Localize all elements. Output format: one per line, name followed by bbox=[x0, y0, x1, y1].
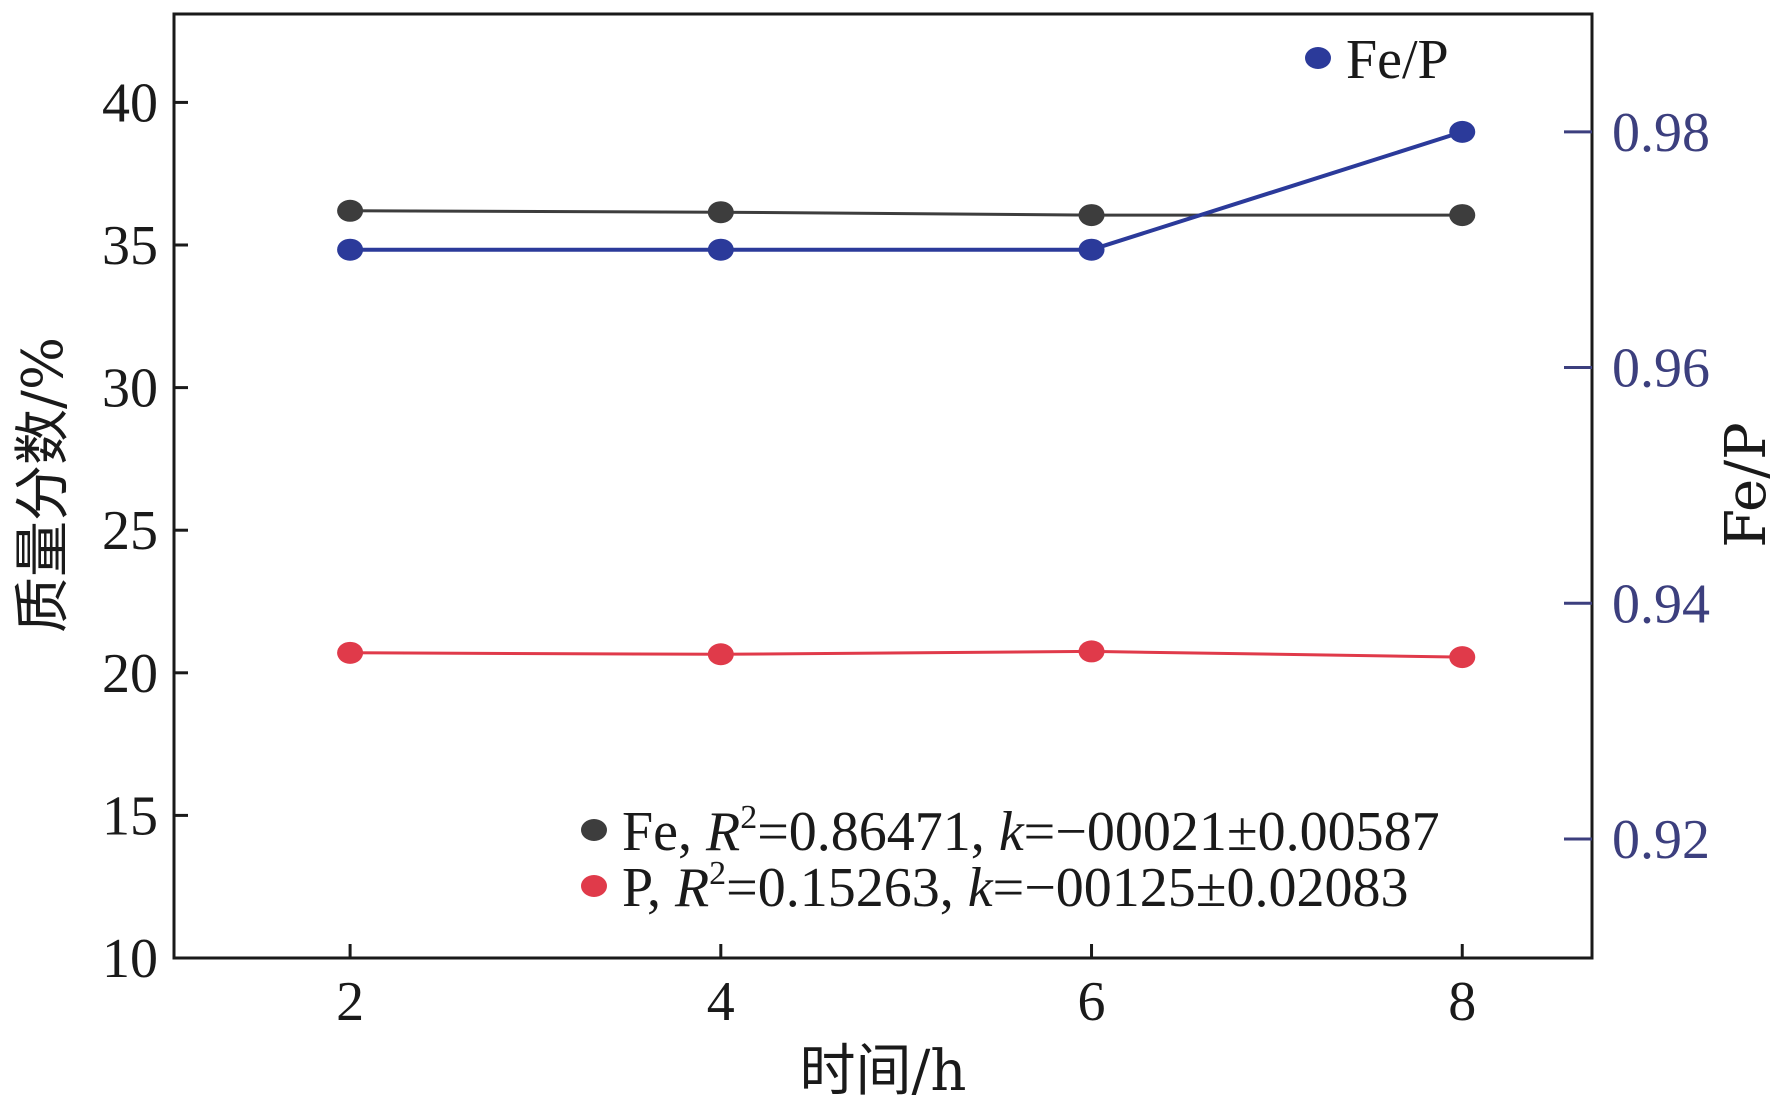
series-point-fe-p-0 bbox=[337, 238, 364, 261]
y2-tick-label-0: 0.92 bbox=[1612, 809, 1710, 871]
y2-axis-title: Fe/P bbox=[1714, 422, 1779, 547]
series-point-fe-p-3 bbox=[1449, 120, 1476, 143]
series-point-fe-p-1 bbox=[707, 238, 734, 261]
series-point-p-3 bbox=[1449, 646, 1476, 669]
y2-tick-label-1: 0.94 bbox=[1612, 573, 1710, 635]
y-tick-label-3: 25 bbox=[102, 500, 158, 562]
legend-p-r-value: =0.15263, bbox=[726, 857, 968, 919]
y-axis-title: 质量分数/% bbox=[11, 337, 76, 633]
series-line-fe-p bbox=[350, 129, 1463, 252]
series-point-fe-3 bbox=[1449, 204, 1476, 227]
series-point-p-1 bbox=[707, 643, 734, 666]
legend-p-r: R bbox=[674, 857, 709, 919]
series-line-p bbox=[350, 649, 1463, 659]
series-point-p-0 bbox=[337, 641, 364, 664]
x-axis-ticks: 2 4 6 8 bbox=[336, 944, 1476, 1033]
y-tick-label-1: 15 bbox=[102, 785, 158, 847]
legend-p-r-sup: 2 bbox=[709, 855, 726, 892]
series-point-fe-2 bbox=[1078, 204, 1105, 227]
legend-fe-k: k bbox=[999, 801, 1025, 863]
series-point-fe-0 bbox=[337, 199, 364, 222]
legend-p-k: k bbox=[968, 857, 994, 919]
right-axis-ticks: 0.92 0.94 0.96 0.98 bbox=[1564, 102, 1710, 871]
y-tick-label-4: 30 bbox=[102, 358, 158, 420]
legend-marker-fe-p bbox=[1305, 47, 1331, 69]
series-point-p-2 bbox=[1078, 640, 1105, 663]
legend-p: P, R2=0.15263, k=−00125±0.02083 bbox=[581, 855, 1409, 919]
y-tick-label-0: 10 bbox=[102, 928, 158, 990]
x-tick-label-2: 6 bbox=[1078, 971, 1106, 1033]
x-tick-label-1: 4 bbox=[707, 971, 735, 1033]
legend-p-prefix: P, bbox=[622, 857, 675, 919]
legend-fe: Fe, R2=0.86471, k=−00021±0.00587 bbox=[581, 799, 1440, 863]
x-axis-title: 时间/h bbox=[800, 1039, 967, 1104]
legend-label-fe-p: Fe/P bbox=[1346, 29, 1449, 91]
y2-tick-label-3: 0.98 bbox=[1612, 102, 1710, 164]
legend-fe-r-value: =0.86471, bbox=[757, 801, 999, 863]
legend-p-k-value: =−00125±0.02083 bbox=[993, 857, 1409, 919]
plot-frame bbox=[172, 12, 1594, 960]
y2-tick-label-2: 0.96 bbox=[1612, 338, 1710, 400]
legend-label-p: P, R2=0.15263, k=−00125±0.02083 bbox=[622, 855, 1409, 919]
x-tick-label-3: 8 bbox=[1448, 971, 1476, 1033]
legend-label-fe: Fe, R2=0.86471, k=−00021±0.00587 bbox=[622, 799, 1440, 863]
series-line-fe bbox=[350, 209, 1463, 217]
series-layer bbox=[337, 120, 1476, 669]
left-axis-ticks: 10 15 20 25 30 35 40 bbox=[102, 72, 188, 990]
legend-fe-p: Fe/P bbox=[1305, 29, 1449, 91]
y-tick-label-5: 35 bbox=[102, 215, 158, 277]
y-tick-label-2: 20 bbox=[102, 643, 158, 705]
legend-fe-r: R bbox=[705, 801, 740, 863]
legend-fe-r-sup: 2 bbox=[740, 799, 757, 836]
y-tick-label-6: 40 bbox=[102, 72, 158, 134]
legend-fe-prefix: Fe, bbox=[622, 801, 706, 863]
legend-fe-k-value: =−00021±0.00587 bbox=[1024, 801, 1440, 863]
x-tick-label-0: 2 bbox=[336, 971, 364, 1033]
series-point-fe-1 bbox=[707, 201, 734, 224]
legend-marker-p bbox=[581, 875, 607, 897]
legend-marker-fe bbox=[581, 819, 607, 841]
series-point-fe-p-2 bbox=[1078, 238, 1105, 261]
